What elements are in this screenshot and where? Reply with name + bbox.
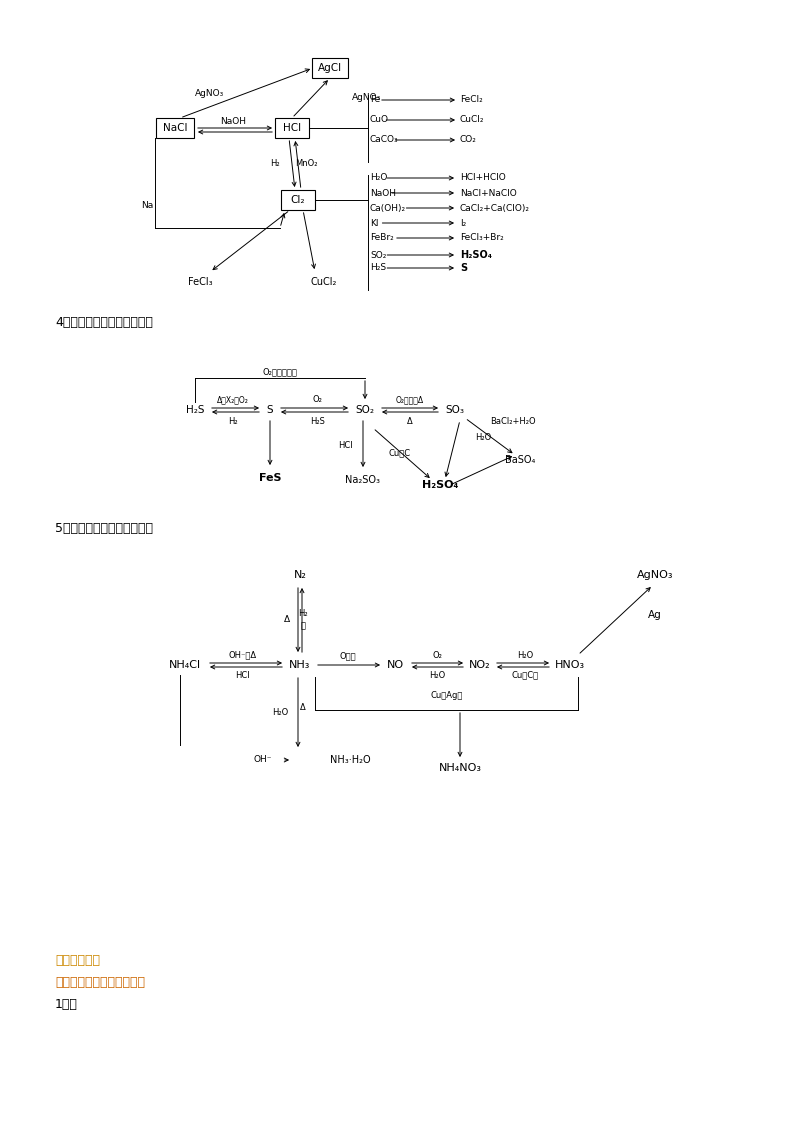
Text: Δ，X₂，O₂: Δ，X₂，O₂: [217, 395, 249, 404]
Text: 【要点梳理】: 【要点梳理】: [55, 953, 100, 967]
Text: FeCl₃: FeCl₃: [187, 277, 212, 287]
Text: KI: KI: [370, 219, 379, 228]
Text: H₂S: H₂S: [186, 405, 204, 416]
FancyBboxPatch shape: [312, 58, 348, 77]
Text: NH₃: NH₃: [289, 660, 310, 670]
Text: O，催: O，催: [339, 651, 356, 660]
Text: N₂: N₂: [294, 570, 306, 579]
Text: H₂S: H₂S: [370, 264, 386, 273]
Text: 催: 催: [300, 621, 306, 630]
Text: AgNO₃: AgNO₃: [637, 570, 673, 579]
Text: Cu，C: Cu，C: [389, 448, 411, 457]
FancyBboxPatch shape: [281, 190, 315, 210]
Text: SO₃: SO₃: [445, 405, 464, 416]
Text: 1．碗: 1．碗: [55, 997, 78, 1011]
Text: HCl: HCl: [338, 440, 353, 449]
Text: OH⁻，Δ: OH⁻，Δ: [229, 650, 256, 659]
Text: CaCl₂+Ca(ClO)₂: CaCl₂+Ca(ClO)₂: [460, 203, 530, 212]
Text: Δ: Δ: [284, 615, 290, 624]
Text: CuCl₂: CuCl₂: [460, 116, 484, 125]
Text: Na: Na: [141, 201, 153, 210]
Text: H₂: H₂: [228, 417, 237, 426]
Text: BaSO₄: BaSO₄: [505, 455, 535, 465]
Text: H₂O: H₂O: [475, 433, 491, 442]
Text: CO₂: CO₂: [460, 136, 477, 145]
Text: CuCl₂: CuCl₂: [310, 277, 337, 287]
Text: H₂: H₂: [299, 610, 308, 619]
Text: FeCl₂: FeCl₂: [460, 95, 483, 104]
Text: 5．氮及其化合物的转化关系: 5．氮及其化合物的转化关系: [55, 521, 153, 535]
Text: MnO₂: MnO₂: [295, 159, 318, 168]
Text: NaCl+NaClO: NaCl+NaClO: [460, 189, 517, 198]
Text: H₂O: H₂O: [517, 650, 533, 659]
Text: H₂: H₂: [271, 159, 280, 168]
Text: CaCO₃: CaCO₃: [370, 136, 399, 145]
Text: HCl+HClO: HCl+HClO: [460, 173, 506, 183]
Text: AgNO₃: AgNO₃: [352, 93, 381, 102]
Text: NO₂: NO₂: [469, 660, 491, 670]
Text: H₂SO₄: H₂SO₄: [422, 480, 458, 490]
Text: HCl: HCl: [235, 670, 250, 679]
Text: NO: NO: [387, 660, 403, 670]
FancyBboxPatch shape: [156, 118, 194, 138]
Text: 要点一、碗、硅及其化合物: 要点一、碗、硅及其化合物: [55, 976, 145, 988]
Text: Δ: Δ: [300, 703, 306, 712]
Text: H₂O: H₂O: [272, 707, 288, 716]
Text: SO₂: SO₂: [370, 250, 387, 259]
Text: AgNO₃: AgNO₃: [195, 89, 225, 98]
Text: O₂，催，Δ: O₂，催，Δ: [396, 395, 424, 404]
Text: NaOH: NaOH: [221, 117, 246, 126]
Text: Fe: Fe: [370, 95, 380, 104]
Text: AgCl: AgCl: [318, 63, 342, 73]
Text: FeBr₂: FeBr₂: [370, 234, 394, 243]
Text: S: S: [267, 405, 273, 416]
Text: H₂SO₄: H₂SO₄: [460, 250, 492, 261]
Text: FeCl₃+Br₂: FeCl₃+Br₂: [460, 234, 503, 243]
Text: I₂: I₂: [460, 219, 466, 228]
Text: NaOH: NaOH: [370, 189, 396, 198]
Text: SO₂: SO₂: [356, 405, 375, 416]
Text: Na₂SO₃: Na₂SO₃: [345, 475, 380, 485]
FancyBboxPatch shape: [275, 118, 309, 138]
Text: HCl: HCl: [283, 124, 301, 133]
Text: CuO: CuO: [370, 116, 389, 125]
Text: NH₄Cl: NH₄Cl: [169, 660, 201, 670]
Text: Cu，C浓: Cu，C浓: [511, 670, 538, 679]
Text: Ca(OH)₂: Ca(OH)₂: [370, 203, 406, 212]
Text: FeS: FeS: [259, 473, 281, 483]
Text: H₂S: H₂S: [310, 417, 325, 426]
Text: S: S: [460, 263, 467, 273]
Text: O₂，完全燃烧: O₂，完全燃烧: [263, 367, 298, 376]
Text: NH₄NO₃: NH₄NO₃: [438, 763, 481, 773]
Text: NaCl: NaCl: [163, 124, 187, 133]
Text: Cl₂: Cl₂: [291, 195, 305, 206]
Text: Cu，Ag稀: Cu，Ag稀: [430, 691, 463, 700]
Text: OH⁻: OH⁻: [253, 756, 272, 765]
Text: 4．硫及其化合物的转化关系: 4．硫及其化合物的转化关系: [55, 316, 153, 329]
Text: BaCl₂+H₂O: BaCl₂+H₂O: [490, 418, 536, 427]
Text: NH₃·H₂O: NH₃·H₂O: [330, 755, 371, 765]
Text: H₂O: H₂O: [370, 173, 387, 183]
Text: HNO₃: HNO₃: [555, 660, 585, 670]
Text: O₂: O₂: [433, 650, 442, 659]
Text: H₂O: H₂O: [430, 670, 445, 679]
Text: Ag: Ag: [648, 610, 662, 620]
Text: Δ: Δ: [407, 417, 413, 426]
Text: O₂: O₂: [313, 395, 322, 404]
